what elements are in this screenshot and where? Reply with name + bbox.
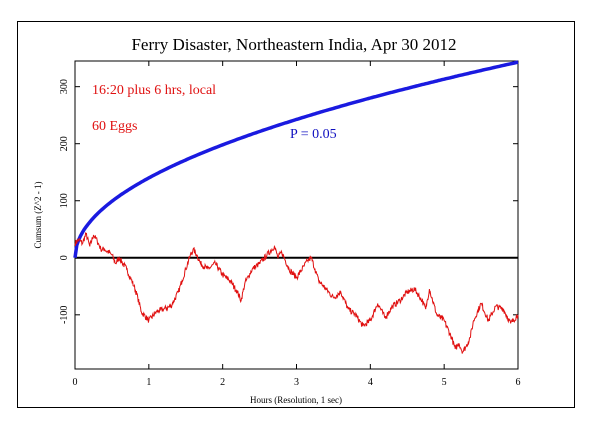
x-tick-label: 6 bbox=[516, 377, 521, 388]
chart-title: Ferry Disaster, Northeastern India, Apr … bbox=[131, 35, 456, 54]
annotation-time: 16:20 plus 6 hrs, local bbox=[92, 83, 216, 98]
x-tick-label: 5 bbox=[442, 377, 447, 388]
annotation-eggs: 60 Eggs bbox=[92, 119, 138, 134]
x-axis: 0 1 2 3 4 5 6 bbox=[73, 61, 521, 388]
x-tick-label: 3 bbox=[294, 377, 299, 388]
y-tick-label: -100 bbox=[59, 306, 70, 324]
x-tick-label: 4 bbox=[368, 377, 373, 388]
y-tick-label: 200 bbox=[59, 136, 70, 151]
x-tick-label: 2 bbox=[220, 377, 225, 388]
y-tick-label: 0 bbox=[59, 255, 70, 260]
annotation-probability: P = 0.05 bbox=[290, 127, 337, 142]
plot-area bbox=[74, 60, 519, 370]
p-0.05-envelope-line bbox=[73, 60, 519, 259]
x-axis-label: Hours (Resolution, 1 sec) bbox=[250, 395, 342, 405]
figure-frame bbox=[17, 21, 575, 408]
x-tick-label: 0 bbox=[73, 377, 78, 388]
y-axis: -100 0 100 200 300 bbox=[59, 79, 518, 324]
x-tick-label: 1 bbox=[146, 377, 151, 388]
y-axis-label: Cumsum (Z^2 - 1) bbox=[33, 182, 43, 249]
y-tick-label: 100 bbox=[59, 193, 70, 208]
y-tick-label: 300 bbox=[59, 79, 70, 94]
cumulative-deviation-line bbox=[74, 232, 519, 354]
